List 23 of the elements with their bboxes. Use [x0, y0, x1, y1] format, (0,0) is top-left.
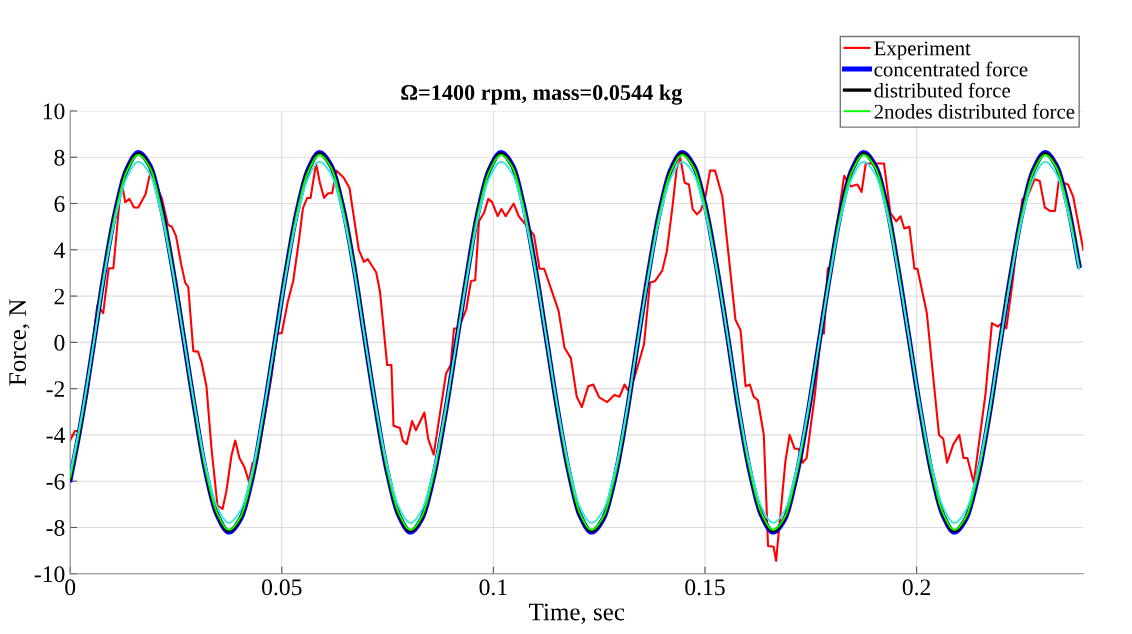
chart-title: Ω=1400 rpm, mass=0.0544 kg — [401, 84, 683, 105]
y-tick-label: 0 — [54, 334, 65, 351]
y-tick-label: 8 — [54, 149, 65, 166]
legend-label: Experiment — [874, 41, 971, 60]
legend-label: concentrated force — [874, 61, 1028, 77]
y-tick-label: -4 — [46, 427, 65, 444]
y-tick-label: -10 — [34, 566, 65, 583]
x-tick-label: 0.2 — [902, 579, 931, 596]
x-tick-label: 0.1 — [479, 579, 507, 596]
y-tick-label: -2 — [46, 381, 65, 397]
x-tick-label: 0.05 — [262, 579, 302, 596]
y-tick-label: -8 — [46, 519, 65, 536]
y-tick-label: 6 — [54, 196, 65, 212]
y-tick-label: 10 — [43, 103, 65, 120]
x-tick-label: 0.15 — [685, 579, 725, 596]
y-axis-title: Force, N — [9, 299, 30, 386]
y-tick-label: 4 — [53, 242, 65, 258]
y-tick-label: -6 — [46, 473, 65, 490]
legend-label: distributed force — [874, 82, 1011, 98]
y-tick-label: 2 — [54, 288, 65, 305]
x-tick-label: 0 — [65, 579, 76, 596]
x-axis-title: Time, sec — [529, 603, 625, 625]
legend-label: 2nodes distributed force — [874, 103, 1075, 119]
